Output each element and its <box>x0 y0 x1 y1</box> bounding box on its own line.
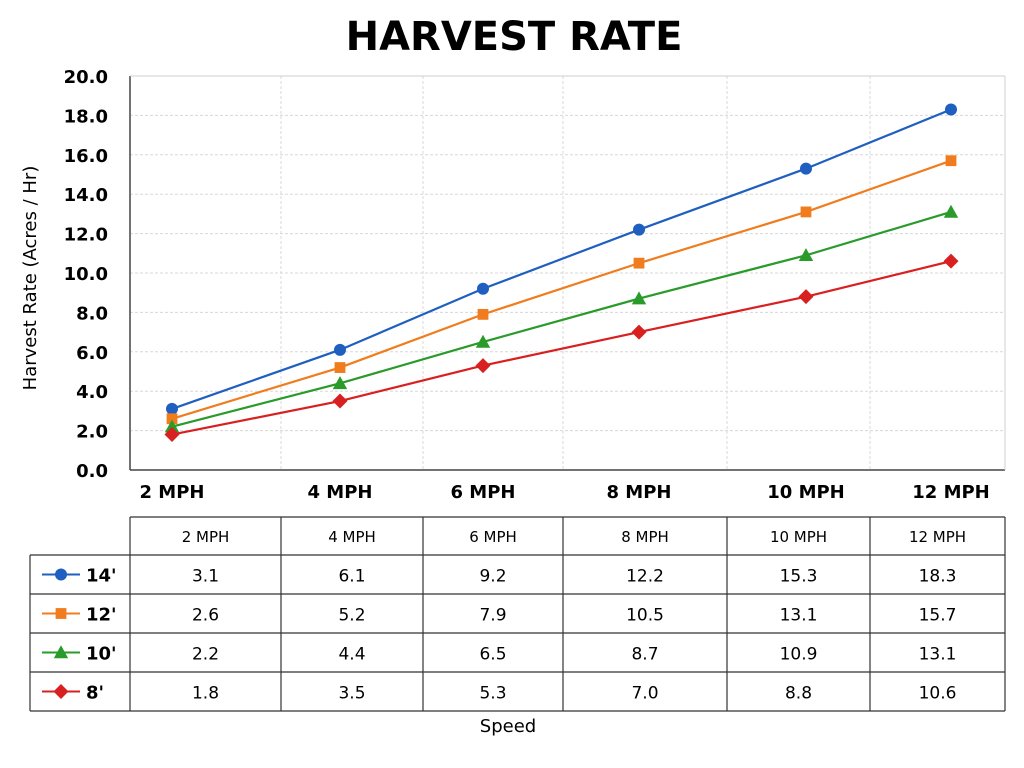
legend-marker <box>55 568 67 581</box>
data-point <box>800 162 812 175</box>
y-tick-label: 12.0 <box>64 225 108 246</box>
table-cell: 18.3 <box>919 567 957 587</box>
y-tick-label: 20.0 <box>64 67 108 88</box>
data-point <box>166 402 178 415</box>
y-tick-label: 6.0 <box>76 343 108 364</box>
table-cell: 8.8 <box>785 684 812 704</box>
data-point <box>332 376 348 390</box>
data-point <box>633 257 645 269</box>
series-line <box>171 210 952 428</box>
data-point <box>475 334 491 348</box>
data-point <box>945 103 957 116</box>
data-point <box>798 248 814 262</box>
table-cell: 10.9 <box>780 645 818 665</box>
x-tick-label: 12 MPH <box>912 482 989 503</box>
table-cell: 15.3 <box>780 567 818 587</box>
table-cell: 2.2 <box>192 645 219 665</box>
legend-label: 14' <box>86 566 117 587</box>
data-point <box>477 308 489 320</box>
chart-title: HARVEST RATE <box>346 14 683 60</box>
legend-label: 10' <box>86 644 117 665</box>
table-cell: 2.6 <box>192 606 219 626</box>
table-header-cell: 12 MPH <box>909 528 966 546</box>
table-cell: 10.6 <box>919 684 957 704</box>
table-header-cell: 2 MPH <box>182 528 230 546</box>
x-tick-label: 4 MPH <box>308 482 373 503</box>
data-point <box>334 343 346 356</box>
table-cell: 5.2 <box>338 606 365 626</box>
table-cell: 10.5 <box>626 606 664 626</box>
y-tick-label: 0.0 <box>76 461 108 482</box>
series-group <box>164 204 959 433</box>
data-point <box>332 393 348 409</box>
table-header-cell: 10 MPH <box>770 528 827 546</box>
data-point <box>631 324 647 340</box>
data-point <box>943 204 959 218</box>
series-group <box>166 155 957 425</box>
series-line <box>171 260 952 436</box>
series-group <box>164 253 959 443</box>
data-table: 2 MPH 4 MPH 6 MPH 8 MPH 10 MPH 12 MPH 14' 3.1 6.… <box>29 516 1006 712</box>
x-tick-label: 8 MPH <box>607 482 672 503</box>
y-tick-label: 8.0 <box>76 303 108 324</box>
table-cell: 6.1 <box>338 567 365 587</box>
table-cell: 13.1 <box>919 645 957 665</box>
legend-label: 12' <box>86 605 117 626</box>
plot-axes <box>129 75 1006 471</box>
table-cell: 3.1 <box>192 567 219 587</box>
data-point <box>631 291 647 305</box>
table-header-cell: 8 MPH <box>621 528 669 546</box>
y-axis-label: Harvest Rate (Acres / Hr) <box>20 166 41 391</box>
series-group <box>166 103 957 415</box>
table-cell: 15.7 <box>919 606 957 626</box>
legend-marker <box>53 645 69 659</box>
y-axis-ticks: 0.0 2.0 4.0 6.0 8.0 10.0 12.0 14.0 16.0 18.0 20.0 <box>64 67 108 482</box>
data-point <box>166 413 178 425</box>
table-cell: 1.8 <box>192 684 219 704</box>
legend-label: 8' <box>86 683 104 704</box>
x-tick-label: 6 MPH <box>451 482 516 503</box>
data-point <box>798 289 814 305</box>
table-cell: 8.7 <box>631 645 658 665</box>
y-tick-label: 4.0 <box>76 382 108 403</box>
x-tick-label: 2 MPH <box>140 482 205 503</box>
y-tick-label: 10.0 <box>64 264 108 285</box>
data-point <box>633 223 645 236</box>
y-tick-label: 16.0 <box>64 146 108 167</box>
y-tick-label: 2.0 <box>76 422 108 443</box>
table-cell: 12.2 <box>626 567 664 587</box>
x-axis-label: Speed <box>480 716 536 737</box>
table-cell: 7.9 <box>479 606 506 626</box>
legend-marker <box>53 684 69 699</box>
table-cell: 6.5 <box>479 645 506 665</box>
series-lines <box>164 103 959 443</box>
data-point <box>164 427 180 443</box>
table-header-cell: 6 MPH <box>469 528 517 546</box>
table-cell: 13.1 <box>780 606 818 626</box>
plot-grid <box>130 75 1005 470</box>
data-point <box>334 362 346 373</box>
table-cell: 9.2 <box>479 567 506 587</box>
x-tick-label: 10 MPH <box>767 482 844 503</box>
data-point <box>477 282 489 295</box>
legend-marker <box>55 608 67 619</box>
table-cell: 3.5 <box>338 684 365 704</box>
table-cell: 5.3 <box>479 684 506 704</box>
x-axis-ticks: 2 MPH 4 MPH 6 MPH 8 MPH 10 MPH 12 MPH <box>140 482 990 503</box>
y-tick-label: 14.0 <box>64 185 108 206</box>
data-point <box>800 206 812 218</box>
data-point <box>943 253 959 269</box>
series-line <box>171 108 952 410</box>
data-point <box>475 358 491 374</box>
table-header-cell: 4 MPH <box>328 528 376 546</box>
data-point <box>164 419 180 433</box>
table-cell: 7.0 <box>631 684 658 704</box>
data-point <box>945 155 957 167</box>
series-line <box>171 159 952 420</box>
table-cell: 4.4 <box>338 645 365 665</box>
y-tick-label: 18.0 <box>64 106 108 127</box>
